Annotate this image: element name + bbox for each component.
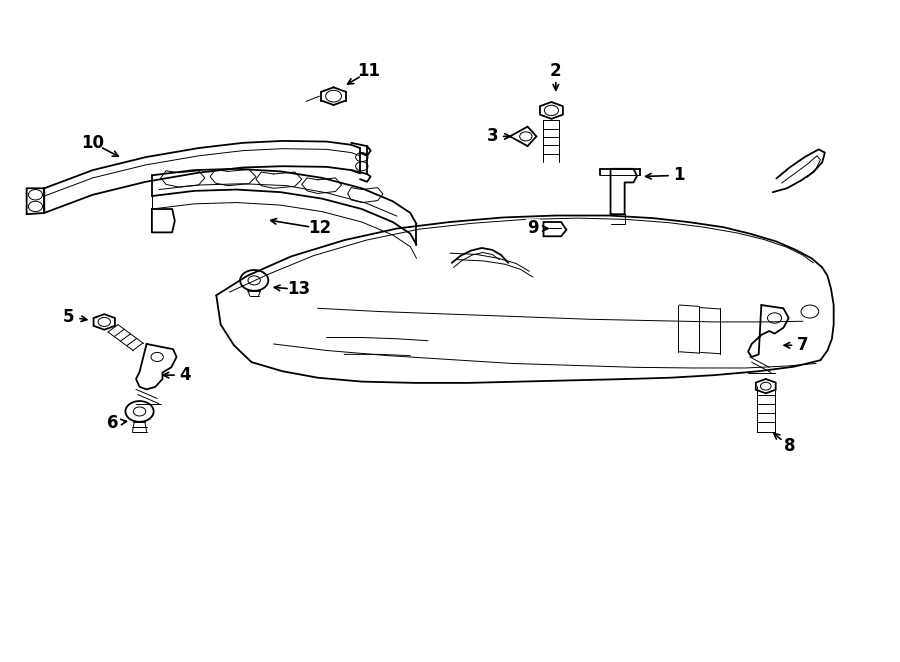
- Text: 2: 2: [550, 62, 562, 81]
- Text: 5: 5: [63, 308, 75, 326]
- Text: 4: 4: [180, 366, 191, 384]
- Text: 6: 6: [107, 414, 119, 432]
- Text: 10: 10: [81, 134, 104, 152]
- Text: 12: 12: [308, 220, 331, 238]
- Text: 13: 13: [287, 281, 310, 299]
- Text: 1: 1: [673, 166, 685, 184]
- Text: 7: 7: [797, 336, 808, 354]
- Text: 8: 8: [784, 438, 796, 455]
- Text: 3: 3: [487, 127, 498, 146]
- Text: 9: 9: [527, 220, 539, 238]
- Text: 11: 11: [357, 62, 381, 81]
